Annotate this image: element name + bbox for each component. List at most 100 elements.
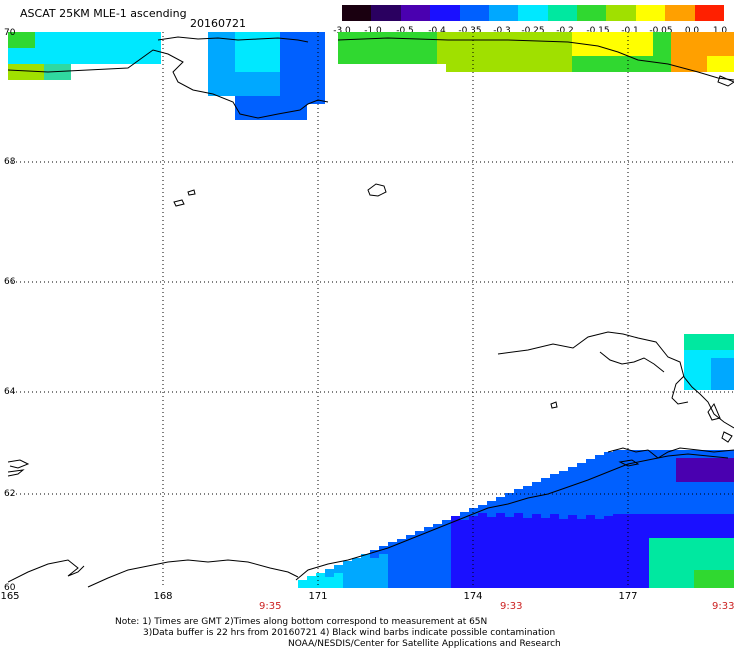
swath-cell [622,466,631,474]
swath-cell [361,586,370,588]
swath-cell [496,585,505,588]
colorbar-label: -0.15 [586,26,610,36]
swath-cell [226,56,235,64]
swath-cell [523,518,532,526]
swath-cell [550,490,559,498]
swath-cell [694,546,703,554]
swath-cell [702,350,711,358]
swath-cell [577,543,586,551]
swath-cell [649,562,658,570]
swath-cell [559,583,568,588]
swath-cell [730,498,734,506]
swath-cell [217,64,226,72]
swath-cell [604,532,613,540]
swath-cell [271,72,280,80]
swath-cell [595,575,604,583]
swath-cell [26,40,35,48]
swath-cell [689,56,698,64]
swath-cell [460,512,469,520]
swath-cell [604,564,613,572]
swath-cell [649,466,658,474]
swath-cell [721,450,730,458]
colorbar-label: -3.0 [333,26,351,36]
swath-cell [143,48,152,56]
swath-cell [217,72,226,80]
swath-cell [298,72,307,80]
swath-cell [577,575,586,583]
swath-cell [71,32,80,40]
product-title: ASCAT 25KM MLE-1 ascending [20,7,187,20]
swath-cell [599,64,608,72]
swath-cell [617,56,626,64]
swath-cell [693,350,702,358]
swath-cell [271,32,280,40]
swath-cell [433,556,442,564]
swath-cell [235,72,244,80]
swath-cell [71,40,80,48]
swath-cell [491,32,500,40]
swath-cell [527,56,536,64]
swath-cell [406,583,415,588]
swath-cell [631,554,640,562]
swath-cell [262,80,271,88]
swath-cell [53,56,62,64]
swath-cell [35,40,44,48]
swath-cell [662,48,671,56]
swath-cell [649,570,658,578]
swath-cell [568,547,577,555]
swath-cell [586,563,595,571]
swath-cell [599,32,608,40]
swath-cell [235,112,244,120]
swath-cell [401,56,410,64]
swath-cell [703,506,712,514]
swath-cell [680,40,689,48]
swath-cell [424,567,433,575]
swath-cell [702,342,711,350]
swath-cell [347,40,356,48]
swath-cell [289,112,298,120]
swath-cell [559,575,568,583]
swath-cell [721,466,730,474]
swath-cell [729,334,734,342]
swath-cell [653,64,662,72]
swath-cell [622,490,631,498]
swath-cell [658,586,667,588]
swath-cell [721,514,730,522]
swath-cell [694,506,703,514]
swath-cell [262,96,271,104]
swath-cell [235,96,244,104]
swath-cell [152,48,161,56]
swath-cell [676,458,685,466]
swath-cell [730,554,734,562]
swath-cell [658,474,667,482]
swath-cell [541,566,550,574]
swath-cell [649,458,658,466]
swath-cell [563,56,572,64]
swath-cell [280,56,289,64]
swath-cell [514,537,523,545]
swath-cell [676,546,685,554]
swath-cell [667,506,676,514]
swath-cell [644,56,653,64]
swath-cell [208,80,217,88]
swath-cell [720,334,729,342]
colorbar-swatch [371,5,402,21]
swath-cell [262,64,271,72]
swath-cell [550,586,559,588]
swath-cell [622,514,631,522]
swath-cell [316,72,325,80]
colorbar-swatch [488,5,519,21]
swath-cell [649,578,658,586]
swath-cell [316,40,325,48]
swath-cell [653,32,662,40]
swath-cell [694,522,703,530]
swath-cell [518,40,527,48]
swath-cell [262,32,271,40]
swath-cell [482,64,491,72]
swath-cell [505,501,514,509]
swath-cell [702,334,711,342]
swath-cell [473,56,482,64]
swath-cell [62,32,71,40]
swath-cell [217,56,226,64]
swath-cell [721,482,730,490]
